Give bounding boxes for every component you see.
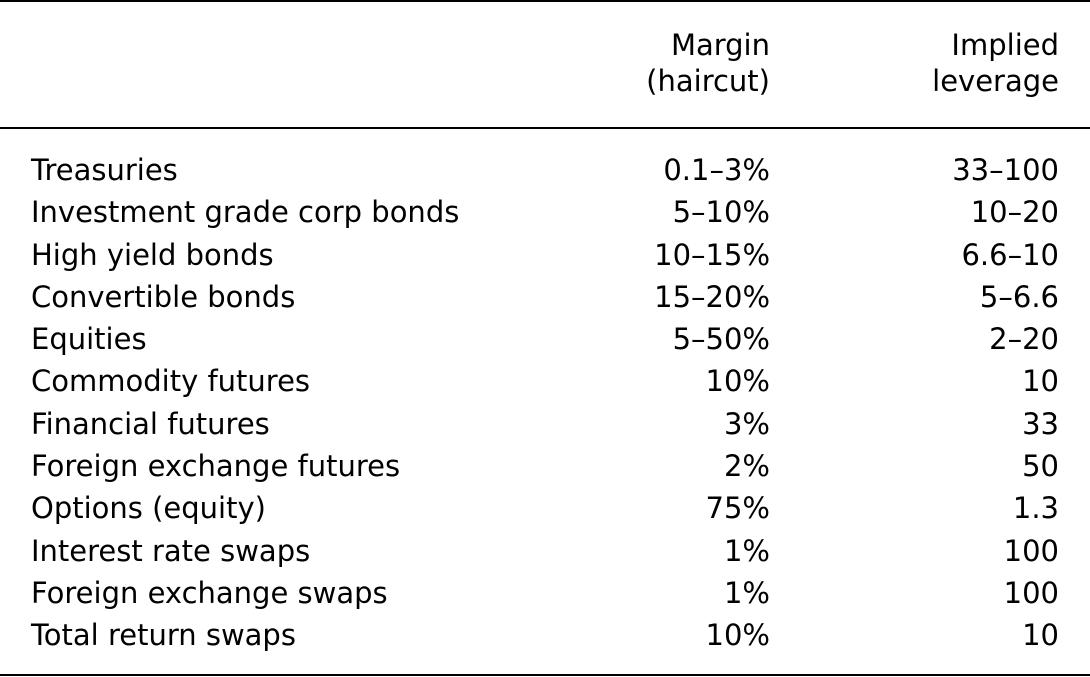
leverage-cell: 2–20 <box>989 322 1059 357</box>
table-row: Equities 5–50% 2–20 <box>0 318 1090 360</box>
instrument-cell: Options (equity) <box>31 491 266 526</box>
table-row: Total return swaps 10% 10 <box>0 614 1090 656</box>
table-row: High yield bonds 10–15% 6.6–10 <box>0 234 1090 276</box>
leverage-cell: 100 <box>1003 533 1059 568</box>
leverage-cell: 6.6–10 <box>961 237 1059 272</box>
header-separator-rule <box>0 127 1090 129</box>
table-row: Foreign exchange futures 2% 50 <box>0 445 1090 487</box>
column-header-leverage-line2: leverage <box>932 64 1059 98</box>
margin-cell: 10% <box>705 364 770 399</box>
margin-cell: 15–20% <box>654 279 770 314</box>
table-row: Foreign exchange swaps 1% 100 <box>0 572 1090 614</box>
column-header-leverage-line1: Implied <box>951 28 1059 62</box>
table-body: Treasuries 0.1–3% 33–100 Investment grad… <box>0 149 1090 657</box>
column-header-margin-line2: (haircut) <box>646 64 770 98</box>
margin-cell: 5–10% <box>672 195 770 230</box>
column-header-margin-line1: Margin <box>670 28 770 62</box>
margin-cell: 0.1–3% <box>663 153 770 187</box>
column-header-leverage: Implied leverage <box>932 27 1059 99</box>
leverage-cell: 33 <box>1022 406 1059 441</box>
table-row: Commodity futures 10% 10 <box>0 360 1090 402</box>
column-header-margin: Margin (haircut) <box>646 27 770 99</box>
instrument-cell: Commodity futures <box>31 364 311 399</box>
margin-cell: 10% <box>705 618 770 653</box>
table-top-rule <box>0 0 1090 2</box>
table-row: Financial futures 3% 33 <box>0 403 1090 445</box>
leverage-cell: 10 <box>1022 364 1059 399</box>
leverage-cell: 100 <box>1003 575 1059 610</box>
table-bottom-rule <box>0 674 1090 676</box>
instrument-cell: Convertible bonds <box>31 279 296 314</box>
instrument-cell: Treasuries <box>31 153 178 187</box>
leverage-cell: 50 <box>1022 449 1059 484</box>
margin-cell: 3% <box>723 406 770 441</box>
leverage-cell: 5–6.6 <box>979 279 1059 314</box>
instrument-cell: Financial futures <box>31 406 270 441</box>
margin-cell: 5–50% <box>672 322 770 357</box>
leverage-cell: 33–100 <box>952 153 1059 187</box>
instrument-cell: Foreign exchange futures <box>31 449 401 484</box>
margin-cell: 2% <box>723 449 770 484</box>
leverage-cell: 10–20 <box>970 195 1059 230</box>
margin-cell: 1% <box>723 575 770 610</box>
table-row: Investment grade corp bonds 5–10% 10–20 <box>0 191 1090 233</box>
instrument-cell: Total return swaps <box>31 618 296 653</box>
margin-cell: 75% <box>705 491 770 526</box>
table-row: Convertible bonds 15–20% 5–6.6 <box>0 276 1090 318</box>
table-row: Interest rate swaps 1% 100 <box>0 530 1090 572</box>
instrument-cell: Foreign exchange swaps <box>31 575 388 610</box>
leverage-cell: 10 <box>1022 618 1059 653</box>
table-row: Treasuries 0.1–3% 33–100 <box>0 149 1090 191</box>
table-row: Options (equity) 75% 1.3 <box>0 487 1090 529</box>
instrument-cell: High yield bonds <box>31 237 274 272</box>
instrument-cell: Equities <box>31 322 147 357</box>
instrument-cell: Investment grade corp bonds <box>31 195 460 230</box>
margin-cell: 1% <box>723 533 770 568</box>
instrument-cell: Interest rate swaps <box>31 533 311 568</box>
leverage-cell: 1.3 <box>1012 491 1059 526</box>
margin-cell: 10–15% <box>654 237 770 272</box>
